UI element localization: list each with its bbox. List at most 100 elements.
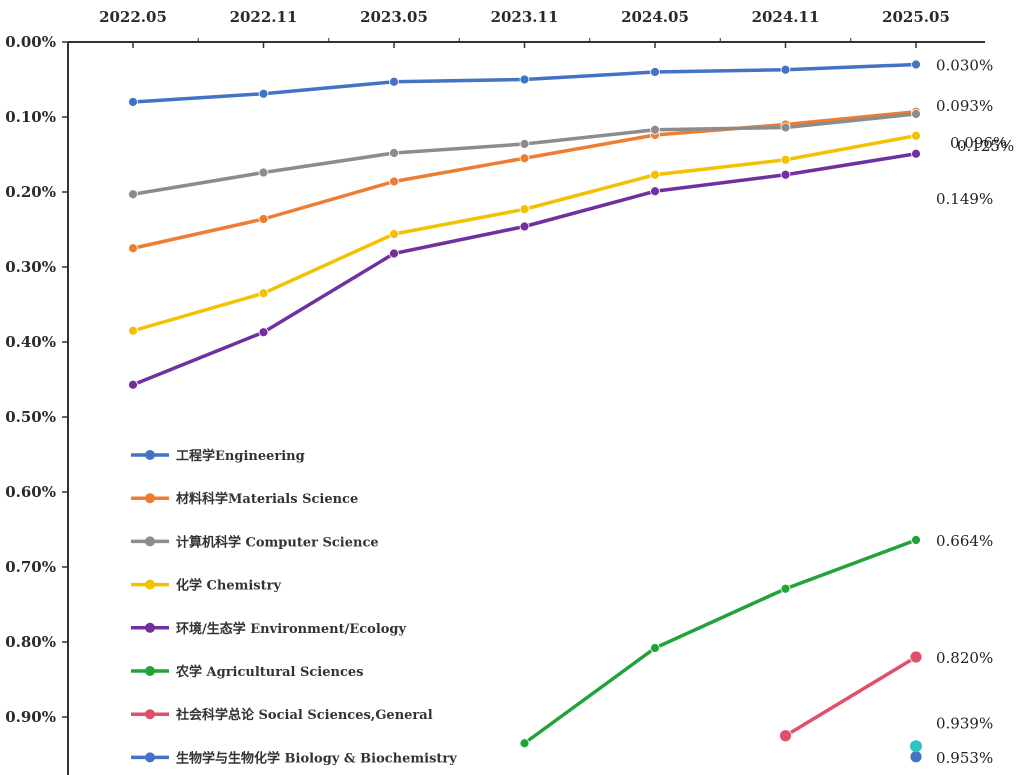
y-tick-label: 0.60% (5, 483, 56, 501)
y-tick-label: 0.10% (5, 108, 56, 126)
legend-label: 环境/生态学 Environment/Ecology (176, 621, 407, 637)
end-value-label: 0.953% (936, 749, 993, 767)
data-point (780, 64, 791, 75)
legend-swatch-marker (145, 579, 155, 590)
data-point (258, 327, 269, 338)
data-point (780, 122, 791, 133)
data-point (389, 229, 399, 239)
data-point (650, 643, 660, 653)
data-point (911, 109, 921, 119)
series-line (522, 538, 918, 745)
data-point (779, 729, 792, 743)
legend-label: 农学 Agricultural Sciences (175, 664, 363, 680)
legend-swatch-marker (145, 450, 155, 460)
data-point (128, 97, 138, 107)
end-labels: 0.030% 0.093% 0.096%0.125% 0.149% 0.664% 0.82… (936, 57, 1014, 767)
legend-item: 生物学与生物化学 Biology & Biochemistry (131, 750, 457, 766)
data-point (258, 288, 269, 299)
series-points (128, 59, 923, 764)
end-value-label: 0.093% (936, 97, 993, 115)
data-point (909, 650, 923, 664)
y-tick-label: 0.00% (5, 33, 56, 51)
data-point (519, 204, 530, 215)
data-point (519, 153, 530, 164)
y-tick-label: 0.80% (5, 633, 56, 651)
data-point (519, 74, 530, 85)
data-point (780, 583, 791, 594)
legend-label: 生物学与生物化学 Biology & Biochemistry (176, 750, 457, 766)
data-point (389, 248, 399, 259)
legend-swatch-marker (145, 709, 155, 720)
axes: 2022.05 2022.11 2023.05 2023.11 2024.05 2024.… (5, 8, 985, 775)
data-point-extra (910, 740, 922, 753)
x-tick-label: 2022.11 (230, 8, 298, 26)
legend-swatch-marker (145, 666, 155, 676)
series-line (783, 655, 918, 738)
y-tick-label: 0.20% (5, 183, 56, 201)
data-point (909, 750, 923, 764)
x-tick-label: 2023.05 (360, 8, 428, 26)
data-point (519, 738, 530, 749)
x-tick-label: 2022.05 (99, 8, 167, 26)
end-value-label: 0.149% (936, 190, 993, 208)
data-point (911, 59, 921, 70)
data-point (650, 67, 660, 77)
data-point (911, 148, 921, 159)
data-point (519, 139, 530, 149)
legend-item: 工程学Engineering (131, 448, 305, 464)
end-value-label: 0.820% (936, 649, 993, 667)
legend-label: 材料科学Materials Science (176, 491, 358, 507)
end-value-label: 0.664% (936, 532, 993, 550)
legend-swatch-marker (145, 536, 155, 547)
data-point (258, 167, 269, 178)
data-point (128, 189, 138, 200)
y-tick-label: 0.50% (5, 408, 56, 426)
legend-label: 计算机科学 Computer Science (176, 534, 379, 550)
x-tick-label: 2024.05 (621, 8, 689, 26)
y-tick-label: 0.40% (5, 333, 56, 351)
data-point (780, 154, 791, 165)
legend-swatch-marker (145, 752, 155, 763)
data-point (128, 379, 138, 390)
data-point (780, 169, 791, 180)
data-point (128, 325, 138, 336)
y-tick-label: 0.70% (5, 558, 56, 576)
x-tick-label: 2023.11 (491, 8, 559, 26)
legend-item: 化学 Chemistry (131, 578, 281, 594)
data-point (650, 124, 660, 135)
data-point (911, 130, 921, 141)
data-point (389, 176, 399, 187)
series-lines (131, 62, 918, 745)
data-point (258, 88, 269, 99)
data-point (258, 214, 269, 224)
data-point (128, 243, 138, 254)
data-point (389, 76, 399, 87)
end-value-label: 0.096% (950, 134, 1007, 152)
data-point (650, 169, 660, 180)
legend-swatch-marker (145, 622, 155, 633)
legend-item: 计算机科学 Computer Science (131, 534, 379, 550)
data-point (911, 535, 921, 545)
y-tick-label: 0.30% (5, 258, 56, 276)
series-line (131, 134, 918, 333)
end-value-label: 0.030% (936, 57, 993, 75)
legend-item: 环境/生态学 Environment/Ecology (131, 621, 407, 637)
end-value-label: 0.939% (936, 714, 993, 732)
legend: 工程学Engineering 材料科学Materials Science 计算机科学… (131, 448, 457, 766)
x-tick-label: 2025.05 (882, 8, 950, 26)
legend-label: 化学 Chemistry (176, 578, 281, 594)
legend-label: 社会科学总论 Social Sciences,General (175, 707, 433, 723)
data-point (389, 148, 399, 158)
legend-label: 工程学Engineering (176, 448, 305, 464)
y-tick-label: 0.90% (5, 708, 56, 726)
legend-swatch-marker (145, 493, 155, 504)
data-point (650, 186, 660, 197)
data-point (519, 221, 530, 232)
legend-item: 社会科学总论 Social Sciences,General (131, 707, 433, 723)
legend-item: 农学 Agricultural Sciences (131, 664, 363, 680)
end-value-label: 0.125% (957, 137, 1014, 155)
x-tick-label: 2024.11 (752, 8, 820, 26)
series-line (131, 152, 918, 387)
legend-item: 材料科学Materials Science (131, 491, 358, 507)
